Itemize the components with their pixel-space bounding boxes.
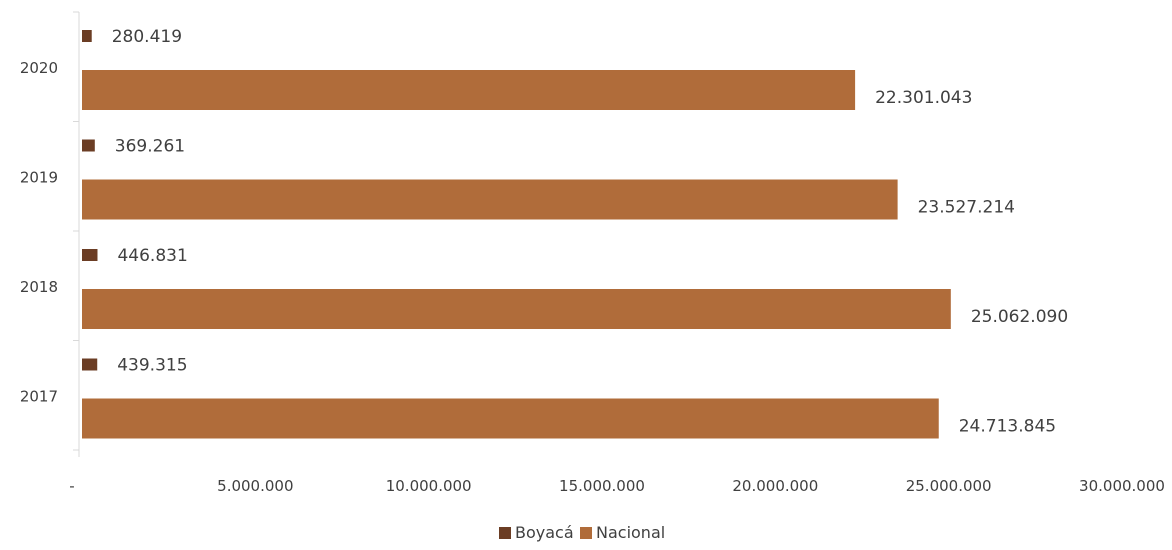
x-tick-label-5: 25.000.000 <box>906 477 992 495</box>
legend-swatch-boyaca <box>499 527 511 539</box>
data-label-boyaca-2019: 369.261 <box>115 137 185 157</box>
x-tick-label-4: 20.000.000 <box>732 477 818 495</box>
bar-nacional-2019 <box>82 179 898 220</box>
data-label-boyaca-2017: 439.315 <box>117 356 187 376</box>
legend-swatch-nacional <box>580 527 592 539</box>
x-tick-label-0: - <box>69 477 74 495</box>
x-tick-label-1: 5.000.000 <box>217 477 293 495</box>
bar-nacional-2020 <box>82 70 856 110</box>
y-tick-label-2019: 2019 <box>20 168 58 186</box>
x-tick-label-6: 30.000.000 <box>1079 477 1165 495</box>
x-tick-label-2: 10.000.000 <box>386 477 472 495</box>
bar-boyaca-2019 <box>82 139 95 152</box>
y-tick-label-2017: 2017 <box>20 387 58 405</box>
x-tick-label-3: 15.000.000 <box>559 477 645 495</box>
data-label-boyaca-2018: 446.831 <box>117 246 187 266</box>
bar-boyaca-2017 <box>82 358 98 371</box>
bar-boyaca-2020 <box>82 30 92 42</box>
data-label-nacional-2020: 22.301.043 <box>875 88 972 108</box>
data-label-nacional-2018: 25.062.090 <box>971 307 1068 327</box>
x-axis-ticks: - 5.000.000 10.000.000 15.000.000 20.000.000… <box>69 477 1165 495</box>
bar-nacional-2018 <box>82 289 951 329</box>
legend-label-nacional: Nacional <box>596 523 665 542</box>
y-tick-label-2020: 2020 <box>20 59 58 77</box>
y-axis: 2020 2019 2018 2017 <box>20 11 80 457</box>
bar-boyaca-2018 <box>82 249 98 261</box>
data-label-boyaca-2020: 280.419 <box>112 27 182 47</box>
legend-label-boyaca: Boyacá <box>515 523 574 542</box>
data-label-nacional-2017: 24.713.845 <box>959 417 1056 437</box>
bars <box>82 30 951 439</box>
legend: Boyacá Nacional <box>499 523 665 542</box>
data-labels: 280.419 22.301.043 369.261 23.527.214 446.83… <box>112 27 1068 437</box>
y-tick-label-2018: 2018 <box>20 278 58 296</box>
data-label-nacional-2019: 23.527.214 <box>918 198 1015 218</box>
bar-nacional-2017 <box>82 398 939 439</box>
